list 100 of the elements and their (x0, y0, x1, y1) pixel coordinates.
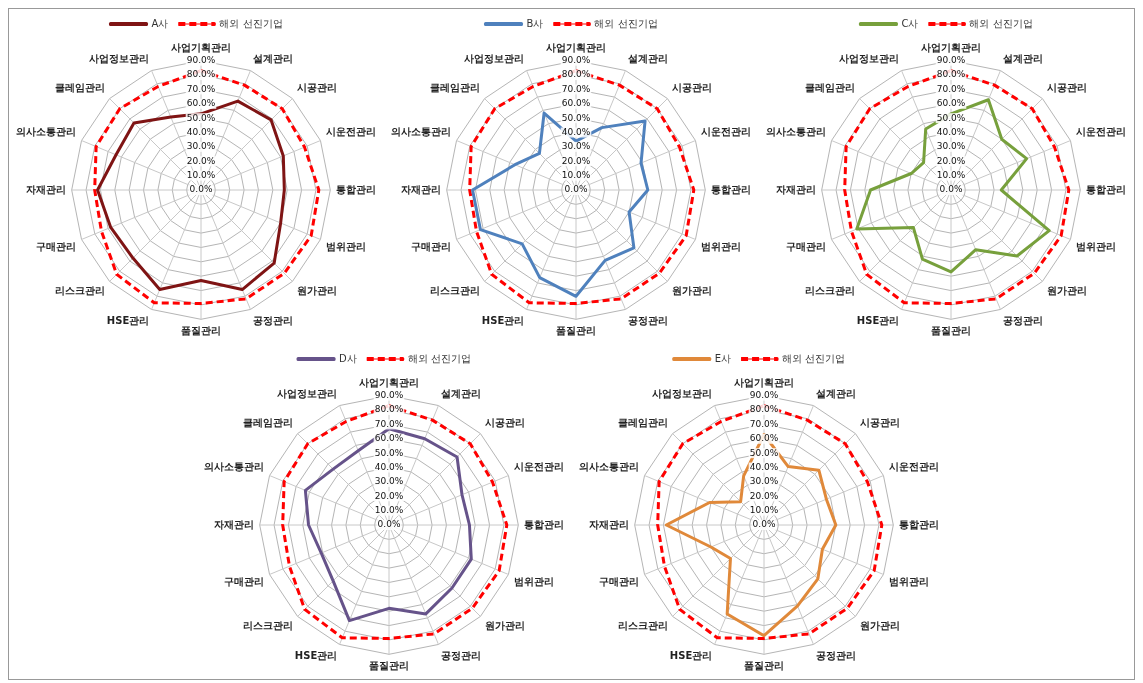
y-tick-label: 50.0% (374, 447, 404, 458)
spoke-label: 자재관리 (588, 518, 629, 530)
spoke-label: 자재관리 (400, 183, 441, 195)
y-tick-label: 60.0% (749, 433, 779, 444)
spoke-label: 구매관리 (786, 241, 826, 253)
y-tick-label: 70.0% (561, 83, 591, 94)
y-tick-label: 50.0% (561, 112, 591, 123)
spoke-label: HSE관리 (856, 314, 900, 326)
spoke-label: 리스크관리 (55, 285, 106, 297)
spoke-label: 사업정보관리 (464, 52, 525, 64)
spoke-label: 원가관리 (859, 620, 900, 632)
spoke-label: 사업기획관리 (358, 377, 419, 389)
spoke-label: 통합관리 (523, 518, 564, 530)
spoke-label: 통합관리 (1086, 183, 1127, 195)
spoke-label: 품질관리 (368, 659, 409, 671)
y-tick-label: 50.0% (936, 112, 966, 123)
spoke-label: 범위관리 (326, 241, 366, 253)
y-tick-label: 20.0% (186, 155, 216, 166)
legend-label: 해외 선진기업 (969, 17, 1033, 29)
y-tick-label: 0.0% (752, 519, 776, 530)
spoke-label: 사업기획관리 (733, 377, 794, 389)
spoke-label: 클레임관리 (617, 416, 668, 428)
y-tick-label: 10.0% (936, 169, 966, 180)
spoke-label: HSE관리 (481, 314, 525, 326)
spoke-label: 구매관리 (598, 576, 639, 588)
spoke-label: 리스크관리 (805, 285, 856, 297)
y-tick-label: 20.0% (749, 490, 779, 501)
spoke-label: 범위관리 (1076, 241, 1116, 253)
y-tick-label: 0.0% (564, 184, 588, 195)
legend-label: A사 (151, 17, 169, 29)
spoke-label: 사업기획관리 (171, 42, 231, 54)
y-tick-label: 70.0% (374, 418, 404, 429)
y-tick-label: 70.0% (186, 83, 216, 94)
y-tick-label: 90.0% (561, 55, 591, 66)
y-tick-label: 20.0% (374, 490, 404, 501)
spoke-label: 원가관리 (296, 285, 337, 297)
y-tick-label: 80.0% (374, 404, 404, 415)
y-tick-label: 40.0% (374, 461, 404, 472)
y-tick-label: 50.0% (749, 447, 779, 458)
legend-label: 해외 선진기업 (407, 352, 471, 364)
spoke-label: 의사소통관리 (203, 460, 264, 472)
y-tick-label: 10.0% (374, 504, 404, 515)
spoke-label: 원가관리 (671, 285, 712, 297)
y-tick-label: 30.0% (374, 476, 404, 487)
spoke-label: 품질관리 (743, 659, 784, 671)
spoke-label: 원가관리 (484, 620, 525, 632)
spoke-label: 리스크관리 (617, 620, 668, 632)
spoke-label: 사업기획관리 (921, 42, 981, 54)
spoke-label: HSE관리 (669, 649, 712, 661)
y-tick-label: 0.0% (377, 519, 401, 530)
spoke-label: 통합관리 (898, 518, 939, 530)
spoke-label: 설계관리 (1002, 52, 1043, 64)
spoke-label: 사업정보관리 (89, 52, 150, 64)
spoke-label: 품질관리 (556, 324, 596, 336)
y-tick-label: 0.0% (939, 184, 963, 195)
spoke-label: 자재관리 (213, 518, 254, 530)
legend-label: 해외 선진기업 (594, 17, 658, 29)
y-tick-label: 20.0% (561, 155, 591, 166)
y-tick-label: 10.0% (749, 504, 779, 515)
spoke-label: 설계관리 (627, 52, 668, 64)
spoke-label: 공정관리 (252, 314, 293, 326)
spoke-label: HSE관리 (294, 649, 337, 661)
spoke-label: 사업정보관리 (276, 387, 337, 399)
legend-label: D사 (338, 352, 357, 364)
spoke-label: 시공관리 (296, 81, 337, 93)
spoke-label: 사업기획관리 (546, 42, 606, 54)
spoke-label: 클레임관리 (805, 81, 856, 93)
y-tick-label: 90.0% (749, 390, 779, 401)
spoke-label: 리스크관리 (430, 285, 481, 297)
y-tick-label: 60.0% (561, 98, 591, 109)
spoke-label: 구매관리 (36, 241, 76, 253)
y-tick-label: 30.0% (936, 141, 966, 152)
spoke-label: 사업정보관리 (651, 387, 712, 399)
y-tick-label: 0.0% (189, 184, 213, 195)
legend-label: E사 (714, 352, 731, 364)
spoke-label: 품질관리 (931, 324, 971, 336)
spoke-label: 구매관리 (223, 576, 264, 588)
legend-label: 해외 선진기업 (781, 352, 845, 364)
spoke-label: 시운전관리 (701, 125, 751, 137)
y-tick-label: 80.0% (749, 404, 779, 415)
spoke-label: 시공관리 (671, 81, 712, 93)
legend-label: 해외 선진기업 (219, 17, 283, 29)
y-tick-label: 10.0% (561, 169, 591, 180)
y-tick-label: 60.0% (186, 98, 216, 109)
y-tick-label: 80.0% (936, 69, 966, 80)
spoke-label: 설계관리 (440, 387, 481, 399)
y-tick-label: 80.0% (561, 69, 591, 80)
spoke-label: 공정관리 (627, 314, 668, 326)
spoke-label: 시공관리 (484, 416, 525, 428)
spoke-label: 클레임관리 (430, 81, 481, 93)
y-tick-label: 40.0% (749, 461, 779, 472)
spoke-label: 의사소통관리 (16, 125, 76, 137)
spoke-label: 범위관리 (701, 241, 741, 253)
spoke-label: 통합관리 (336, 183, 377, 195)
spoke-label: 시공관리 (1046, 81, 1087, 93)
spoke-label: 설계관리 (815, 387, 856, 399)
y-tick-label: 60.0% (374, 433, 404, 444)
y-tick-label: 90.0% (374, 390, 404, 401)
legend-label: B사 (526, 17, 544, 29)
y-tick-label: 40.0% (936, 126, 966, 137)
